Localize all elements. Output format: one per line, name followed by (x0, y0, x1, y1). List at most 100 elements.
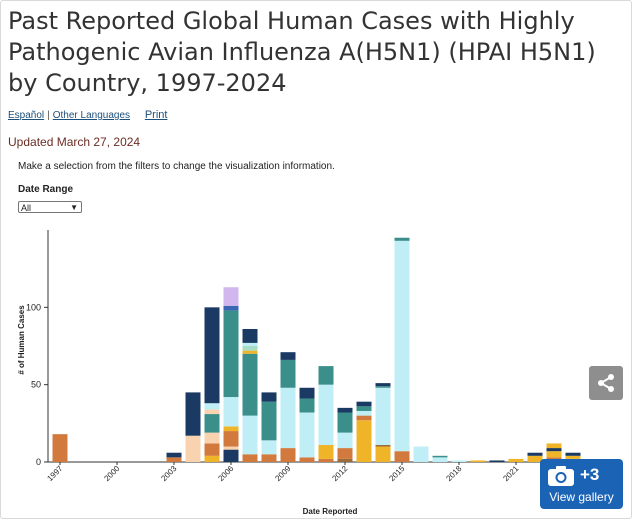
bar-segment-2006[interactable] (223, 426, 239, 432)
bar-segment-2008[interactable] (261, 401, 277, 441)
bar-segment-2023[interactable] (546, 448, 562, 452)
bar-segment-2006[interactable] (223, 287, 239, 306)
bar-segment-2006[interactable] (223, 446, 239, 450)
bar-segment-2005[interactable] (204, 307, 220, 404)
bar-segment-2005[interactable] (204, 403, 220, 410)
cases-bar-chart: 0 50 100 1997 2000 2003 2006 2009 2012 2015 2018 2… (17, 230, 588, 516)
bar-segment-2019[interactable] (470, 460, 486, 462)
bar-segment-2007[interactable] (242, 342, 258, 346)
bar-segment-2009[interactable] (280, 359, 296, 388)
bar-segment-2022[interactable] (527, 455, 543, 462)
gallery-count: +3 (580, 465, 600, 484)
link-separator: | (47, 110, 50, 121)
x-axis-ticks: 1997 2000 2003 2006 2009 2012 2015 2018 2021 (45, 462, 521, 483)
bar-segment-2013[interactable] (356, 420, 372, 462)
bar-segment-2005[interactable] (204, 414, 220, 433)
bar-segment-2006[interactable] (223, 305, 239, 311)
bar-segment-2008[interactable] (261, 392, 277, 402)
bar-segment-2004[interactable] (185, 392, 201, 436)
share-icon (598, 374, 614, 392)
other-languages-link[interactable]: Other Languages (52, 110, 131, 121)
bar-segment-2009[interactable] (280, 387, 296, 449)
bar-segment-2010[interactable] (299, 457, 315, 462)
x-tick-label: 2015 (387, 464, 406, 483)
page-title: Past Reported Global Human Cases with Hi… (8, 7, 596, 97)
bar-segment-2009[interactable] (280, 352, 296, 360)
bar-segment-2007[interactable] (242, 415, 258, 455)
bar-segment-2009[interactable] (280, 448, 296, 462)
bar-segment-2014[interactable] (375, 444, 391, 447)
bar-segment-2007[interactable] (242, 350, 258, 354)
camera-icon (548, 466, 574, 486)
bar-segment-2014[interactable] (375, 383, 391, 387)
bar-segment-2014[interactable] (375, 446, 391, 462)
bar-segment-2013[interactable] (356, 410, 372, 416)
bar-segment-2011[interactable] (318, 366, 334, 385)
bar-segment-2023[interactable] (546, 443, 562, 449)
bar-segment-2007[interactable] (242, 346, 258, 351)
bar-segment-2005[interactable] (204, 409, 220, 415)
bar-segment-2005[interactable] (204, 455, 220, 462)
date-range-select[interactable]: All ▼ (18, 201, 82, 213)
language-links: Español | Other Languages Print (8, 109, 167, 121)
espanol-link[interactable]: Español (8, 110, 45, 121)
bar-segment-2010[interactable] (299, 412, 315, 458)
x-axis-label: Date Reported (303, 507, 358, 516)
bar-segment-2003[interactable] (166, 457, 182, 462)
bar-segment-2023[interactable] (546, 451, 562, 458)
bar-segment-2006[interactable] (223, 449, 239, 462)
bar-segment-2012[interactable] (337, 432, 353, 449)
bar-segment-2007[interactable] (242, 454, 258, 462)
bar-segment-2003[interactable] (166, 452, 182, 458)
bar-segment-2006[interactable] (223, 310, 239, 398)
bar-segment-2008[interactable] (261, 440, 277, 455)
y-tick-label: 100 (26, 302, 41, 312)
bar-segment-2010[interactable] (299, 398, 315, 413)
bar-segment-2012[interactable] (337, 448, 353, 459)
bar-segment-2006[interactable] (223, 431, 239, 447)
y-axis-label: # of Human Cases (17, 305, 26, 375)
bar-segment-2024[interactable] (565, 455, 581, 459)
bar-segment-2007[interactable] (242, 328, 258, 343)
bar-segment-2014[interactable] (375, 387, 391, 445)
bar-segment-2008[interactable] (261, 454, 277, 462)
share-button[interactable] (589, 366, 623, 400)
y-tick-label: 0 (36, 457, 41, 467)
bar-segment-2021[interactable] (508, 458, 524, 462)
view-gallery-button[interactable]: +3 View gallery (540, 459, 623, 509)
bar-segment-2014[interactable] (375, 386, 391, 388)
bar-segment-2016[interactable] (413, 446, 429, 462)
bar-segment-2006[interactable] (223, 397, 239, 427)
bar-segment-2013[interactable] (356, 406, 372, 411)
bar-segment-2004[interactable] (185, 435, 201, 462)
bar-segment-2012[interactable] (337, 412, 353, 433)
bar-segment-2015[interactable] (394, 240, 410, 452)
bar-segment-2017[interactable] (432, 455, 448, 458)
x-tick-label: 2012 (330, 464, 349, 483)
x-tick-label: 2006 (216, 464, 235, 483)
x-tick-label: 2009 (273, 464, 292, 483)
bar-segment-2015[interactable] (394, 451, 410, 462)
x-tick-label: 2000 (102, 464, 121, 483)
bar-segment-2018[interactable] (451, 460, 467, 462)
bar-segment-2011[interactable] (318, 458, 334, 462)
bar-segment-2010[interactable] (299, 387, 315, 399)
bar-segment-2005[interactable] (204, 432, 220, 444)
bar-segment-2005[interactable] (204, 443, 220, 456)
print-link[interactable]: Print (144, 109, 168, 121)
bar-segment-2015[interactable] (394, 237, 410, 241)
bar-segment-2013[interactable] (356, 415, 372, 421)
bar-segment-2020[interactable] (489, 460, 505, 462)
bar-segment-2011[interactable] (318, 444, 334, 459)
bar-segment-1997[interactable] (52, 434, 68, 462)
y-axis-ticks: 0 50 100 (26, 302, 48, 467)
bar-segment-2017[interactable] (432, 457, 448, 462)
bar-segment-2012[interactable] (337, 458, 353, 462)
bar-segment-2024[interactable] (565, 452, 581, 456)
bar-segment-2011[interactable] (318, 384, 334, 445)
bar-segment-2012[interactable] (337, 407, 353, 413)
bar-segment-2013[interactable] (356, 401, 372, 407)
bar-segment-2007[interactable] (242, 353, 258, 416)
date-range-value: All (21, 203, 32, 213)
bar-segment-2022[interactable] (527, 452, 543, 456)
